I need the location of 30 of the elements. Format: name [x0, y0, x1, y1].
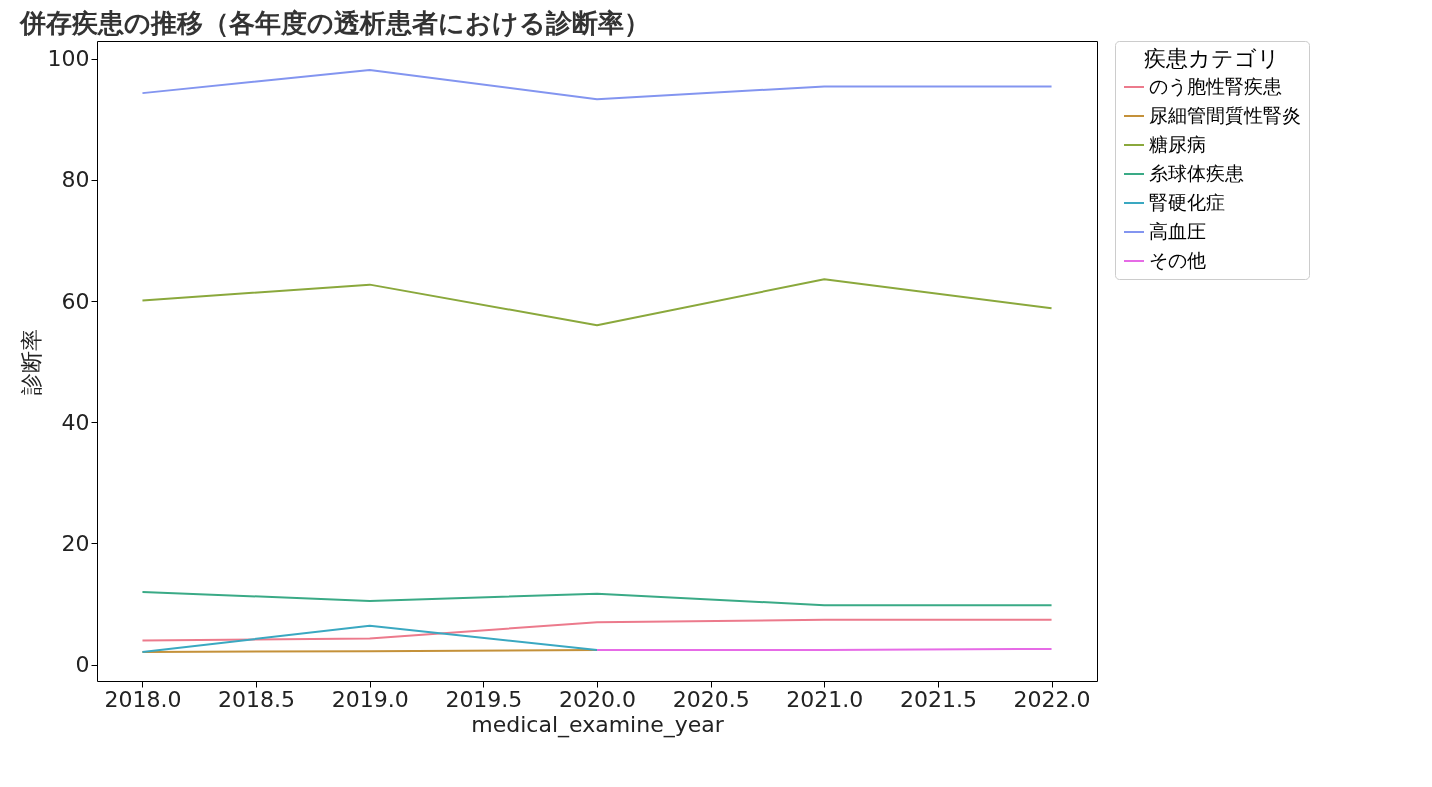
x-tick-label: 2020.5 — [672, 686, 750, 712]
legend-label: 尿細管間質性腎炎 — [1149, 104, 1301, 126]
line-series — [141, 278, 1053, 327]
legend-label: 腎硬化症 — [1149, 191, 1225, 213]
legend-label: 糸球体疾患 — [1149, 162, 1244, 184]
y-tick-label: 60 — [61, 288, 90, 314]
chart-title: 併存疾患の推移（各年度の透析患者における診断率） — [19, 7, 651, 38]
legend-label: 糖尿病 — [1149, 133, 1206, 155]
line-series — [141, 618, 1053, 642]
y-tick-label: 100 — [47, 46, 90, 72]
y-axis-title: 診断率 — [18, 328, 44, 395]
y-tick-label: 80 — [61, 167, 90, 193]
x-axis-title: medical_examine_year — [471, 711, 725, 738]
line-series — [141, 69, 1053, 101]
x-tick-label: 2019.5 — [445, 686, 523, 712]
x-tick-label: 2019.0 — [331, 686, 409, 712]
legend-label: のう胞性腎疾患 — [1149, 75, 1282, 97]
x-tick-label: 2018.5 — [218, 686, 296, 712]
legend-label: その他 — [1149, 249, 1206, 271]
legend-title: 疾患カテゴリ — [1144, 46, 1280, 71]
y-tick-label: 40 — [61, 409, 90, 435]
x-tick-label: 2021.5 — [899, 686, 977, 712]
y-tick-label: 0 — [75, 652, 90, 678]
x-tick-label: 2021.0 — [786, 686, 864, 712]
x-tick-label: 2022.0 — [1013, 686, 1091, 712]
y-tick-label: 20 — [61, 530, 90, 556]
x-tick-label: 2018.0 — [104, 686, 182, 712]
legend-label: 高血圧 — [1149, 220, 1206, 242]
line-series — [141, 590, 1053, 607]
x-tick-label: 2020.0 — [559, 686, 636, 712]
